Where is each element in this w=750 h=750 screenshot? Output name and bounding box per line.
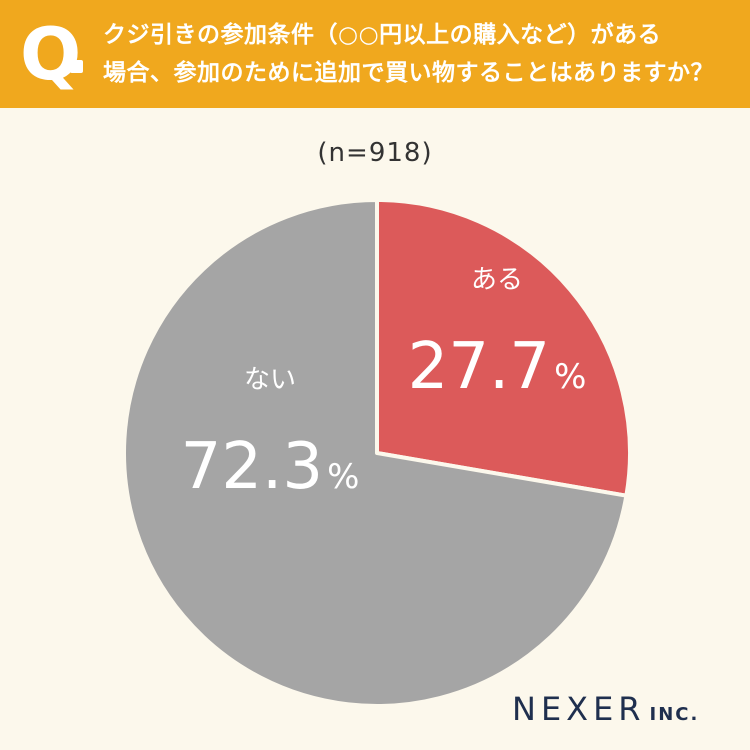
- question-mark-label: Q: [20, 12, 82, 96]
- pie-slice-value-1: 72.3%: [181, 430, 360, 504]
- pie-label-group-1: ない 72.3%: [181, 365, 360, 504]
- question-banner: Q クジ引きの参加条件（○○円以上の購入など）がある 場合、参加のために追加で買…: [0, 0, 750, 108]
- question-line-1: クジ引きの参加条件（○○円以上の購入など）がある: [103, 22, 662, 48]
- question-text: クジ引きの参加条件（○○円以上の購入など）がある 場合、参加のために追加で買い物…: [103, 16, 743, 92]
- question-mark-dot: [70, 60, 83, 73]
- pie-slice-value-0: 27.7%: [408, 330, 587, 404]
- company-logo: NEXER INC.: [512, 690, 699, 728]
- sample-size: (n=918): [317, 138, 433, 168]
- question-line-2: 場合、参加のために追加で買い物することはありますか？: [103, 60, 714, 86]
- logo-main-text: NEXER: [512, 690, 646, 728]
- logo-sub-text: INC.: [649, 704, 700, 725]
- pie-slice-1: [122, 198, 629, 708]
- pie-label-group-0: ある 27.7%: [408, 265, 587, 404]
- pie-slice-label-1: ない: [244, 365, 296, 395]
- pie-slice-0: [375, 198, 632, 498]
- pie-slice-label-0: ある: [471, 265, 523, 295]
